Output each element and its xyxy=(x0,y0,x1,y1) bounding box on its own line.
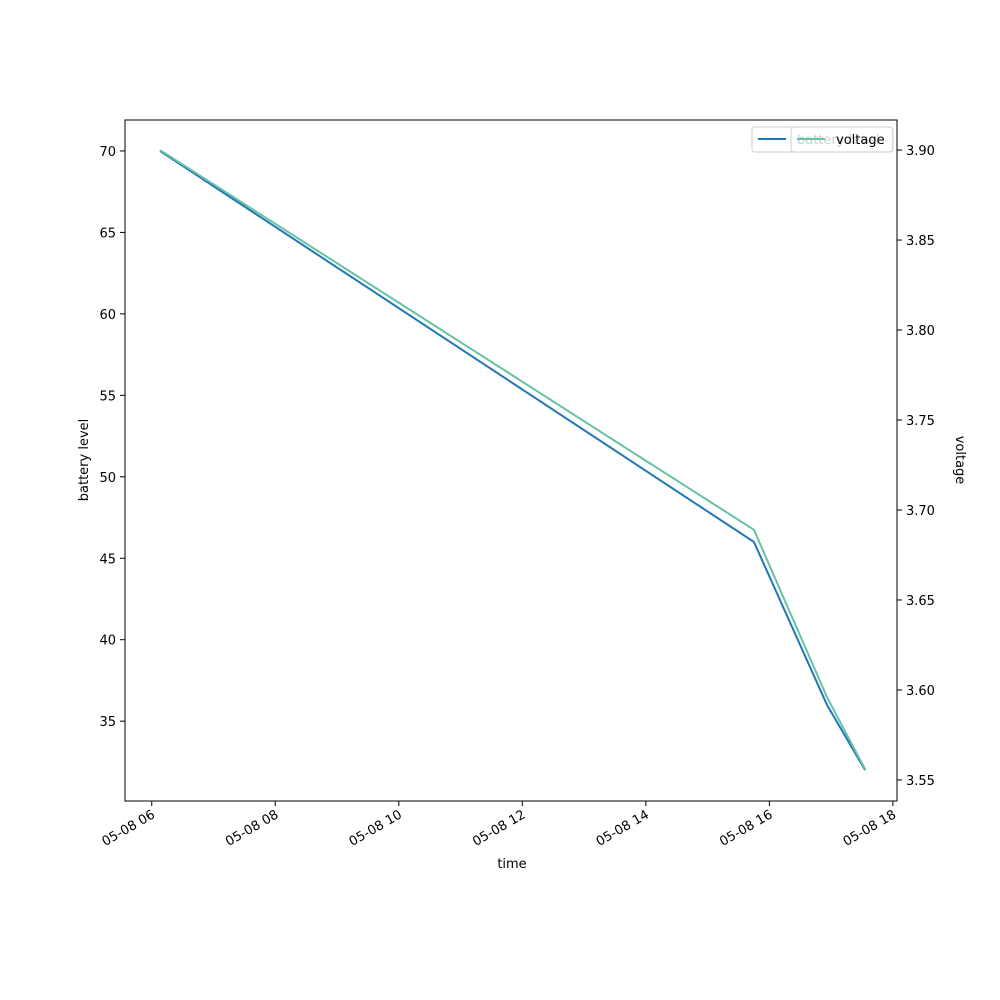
line xyxy=(159,149,866,770)
x-tick-label: 05-08 08 xyxy=(223,807,281,849)
y-tick-label: 50 xyxy=(99,471,116,486)
x-tick-label: 05-08 12 xyxy=(470,807,528,849)
plot-frame xyxy=(124,119,898,802)
y2-tick-label: 3.60 xyxy=(906,684,935,699)
x-axis-label: time xyxy=(497,857,526,872)
x-tick-label: 05-08 10 xyxy=(347,807,405,849)
y-tick-label: 40 xyxy=(99,634,116,649)
legend-label: voltage xyxy=(836,133,885,148)
line xyxy=(159,150,866,771)
legend-box xyxy=(790,126,894,153)
x-tick-label: 05-08 16 xyxy=(717,807,775,849)
y2-tick-label: 3.55 xyxy=(906,774,935,789)
y-tick-label: 65 xyxy=(99,226,116,241)
y2-tick-label: 3.80 xyxy=(906,324,935,339)
y-tick-label: 55 xyxy=(99,389,116,404)
y-tick-label: 35 xyxy=(99,715,116,730)
y2-tick-label: 3.75 xyxy=(906,414,935,429)
x-tick-label: 05-08 06 xyxy=(100,807,158,849)
y2-axis-label: voltage xyxy=(952,436,967,485)
y2-tick-label: 3.90 xyxy=(906,144,935,159)
y-axis-label: battery level xyxy=(77,419,92,502)
x-tick-label: 05-08 18 xyxy=(841,807,899,849)
y-tick-label: 70 xyxy=(99,145,116,160)
x-tick-label: 05-08 14 xyxy=(594,807,652,849)
y-tick-label: 45 xyxy=(99,552,116,567)
y2-tick-label: 3.65 xyxy=(906,594,935,609)
y2-tick-label: 3.70 xyxy=(906,504,935,519)
y2-tick-label: 3.85 xyxy=(906,234,935,249)
y-tick-label: 60 xyxy=(99,308,116,323)
